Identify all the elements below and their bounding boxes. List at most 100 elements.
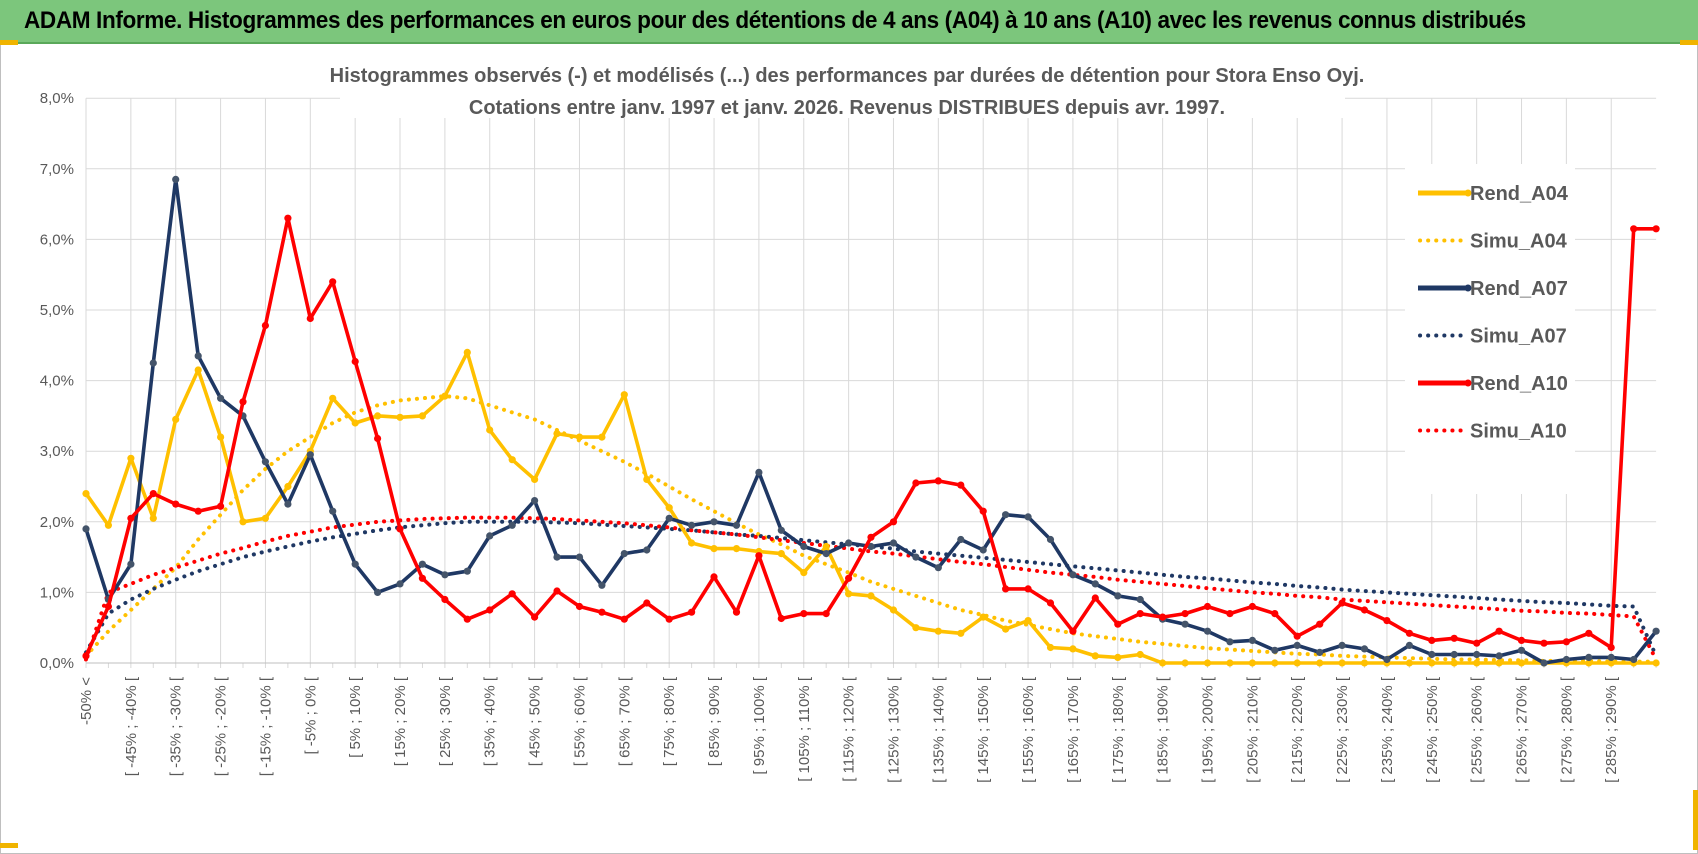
legend-marker bbox=[1464, 379, 1472, 387]
data-point bbox=[1585, 653, 1593, 662]
data-point bbox=[957, 481, 965, 489]
data-point bbox=[777, 614, 785, 623]
data-point bbox=[1046, 643, 1055, 652]
data-point bbox=[822, 610, 830, 618]
x-tick-label: [ -25% ; -20% [ bbox=[213, 676, 230, 776]
data-point bbox=[889, 606, 898, 614]
x-tick-label: [ 245% ; 250% [ bbox=[1424, 676, 1441, 783]
data-point bbox=[351, 560, 359, 568]
data-point bbox=[127, 514, 135, 522]
x-tick-label: [ 215% ; 220% [ bbox=[1289, 676, 1306, 783]
x-tick-label: [ 165% ; 170% [ bbox=[1065, 676, 1082, 783]
x-tick-label: [ 85% ; 90% [ bbox=[706, 676, 723, 766]
x-tick-label: [ 35% ; 40% [ bbox=[482, 676, 499, 766]
legend-label: Rend_A10 bbox=[1470, 373, 1568, 395]
data-point bbox=[598, 433, 606, 441]
data-point bbox=[463, 348, 471, 356]
y-tick-label: 8,0% bbox=[40, 90, 74, 107]
data-point bbox=[732, 545, 741, 553]
data-point bbox=[217, 502, 225, 510]
data-point bbox=[777, 526, 785, 534]
x-tick-label: [ 135% ; 140% [ bbox=[930, 676, 947, 783]
data-point bbox=[441, 595, 449, 604]
data-point bbox=[1114, 653, 1122, 662]
data-point bbox=[1226, 610, 1234, 618]
data-point bbox=[889, 539, 898, 547]
data-point bbox=[261, 321, 269, 330]
data-point bbox=[1360, 606, 1369, 614]
data-point bbox=[934, 564, 942, 572]
data-point bbox=[979, 613, 987, 621]
data-point bbox=[1630, 225, 1638, 233]
data-point bbox=[1495, 659, 1503, 667]
x-tick-label: [ 15% ; 20% [ bbox=[392, 676, 409, 766]
data-point bbox=[1024, 513, 1032, 521]
data-point bbox=[553, 553, 561, 561]
legend-label: Simu_A07 bbox=[1470, 326, 1567, 348]
data-point bbox=[620, 550, 628, 558]
data-point bbox=[1271, 610, 1279, 618]
data-point bbox=[531, 475, 539, 483]
data-point bbox=[1540, 639, 1548, 647]
data-point bbox=[1517, 636, 1526, 645]
data-point bbox=[531, 613, 539, 621]
data-point bbox=[912, 479, 920, 487]
legend-item-Rend_A10: Rend_A10 bbox=[1418, 373, 1568, 395]
x-tick-label: [ 95% ; 100% [ bbox=[751, 676, 768, 774]
data-point bbox=[261, 458, 269, 466]
data-point bbox=[508, 521, 516, 529]
data-point bbox=[575, 433, 584, 441]
data-point bbox=[1360, 659, 1369, 667]
data-point bbox=[1585, 629, 1593, 637]
data-point bbox=[508, 590, 516, 598]
data-point bbox=[1002, 511, 1010, 519]
data-point bbox=[1405, 629, 1413, 637]
data-point bbox=[194, 366, 202, 374]
x-tick-label: [ -45% ; -40% [ bbox=[123, 676, 140, 776]
data-point bbox=[822, 550, 830, 558]
data-point bbox=[1585, 659, 1593, 667]
data-point bbox=[104, 602, 112, 611]
data-point bbox=[800, 569, 808, 577]
series-Simu_A07 bbox=[84, 519, 1659, 658]
legend-label: Rend_A04 bbox=[1470, 183, 1569, 205]
data-point bbox=[643, 546, 651, 554]
x-tick-label: [ 285% ; 290% [ bbox=[1603, 676, 1620, 783]
x-axis: -50% < [ -45% ; -40% [[ -35% ; -30% [[ -2… bbox=[78, 662, 1657, 783]
data-point bbox=[1159, 613, 1167, 621]
data-point bbox=[867, 592, 875, 600]
data-point bbox=[1562, 655, 1570, 664]
data-point bbox=[284, 214, 292, 222]
legend-box bbox=[1405, 164, 1575, 494]
x-tick-label: [ 225% ; 230% [ bbox=[1334, 676, 1351, 783]
y-tick-label: 5,0% bbox=[40, 302, 74, 319]
data-point bbox=[1652, 659, 1660, 667]
x-tick-label: [ 185% ; 190% [ bbox=[1155, 676, 1172, 783]
data-point bbox=[82, 490, 90, 498]
x-tick-label: [ -15% ; -10% [ bbox=[257, 676, 274, 776]
data-point bbox=[643, 475, 651, 483]
data-point bbox=[1450, 634, 1458, 642]
data-point bbox=[732, 608, 741, 616]
data-point bbox=[553, 430, 561, 438]
legend-label: Simu_A10 bbox=[1470, 421, 1567, 443]
data-point bbox=[755, 468, 763, 476]
data-point bbox=[1024, 585, 1032, 593]
data-point bbox=[486, 606, 494, 614]
data-point bbox=[82, 525, 90, 533]
data-point bbox=[284, 500, 292, 508]
histogram-chart: 0,0% 1,0% 2,0% 3,0% 4,0% 5,0% 6,0% 7,0% 8,0% -50… bbox=[40, 58, 1660, 783]
data-point bbox=[1338, 641, 1346, 650]
data-point bbox=[867, 542, 875, 551]
data-point bbox=[127, 454, 135, 462]
data-point bbox=[665, 615, 673, 623]
data-point bbox=[486, 532, 494, 540]
legend-label: Simu_A04 bbox=[1470, 231, 1568, 253]
data-point bbox=[1428, 650, 1436, 659]
data-point bbox=[1607, 653, 1615, 662]
legend-item-Rend_A04: Rend_A04 bbox=[1418, 183, 1569, 205]
data-point bbox=[172, 175, 180, 183]
data-point bbox=[845, 574, 853, 582]
y-axis: 0,0% 1,0% 2,0% 3,0% 4,0% 5,0% 6,0% 7,0% 8,0% bbox=[40, 90, 74, 672]
legend-marker bbox=[1464, 189, 1472, 197]
